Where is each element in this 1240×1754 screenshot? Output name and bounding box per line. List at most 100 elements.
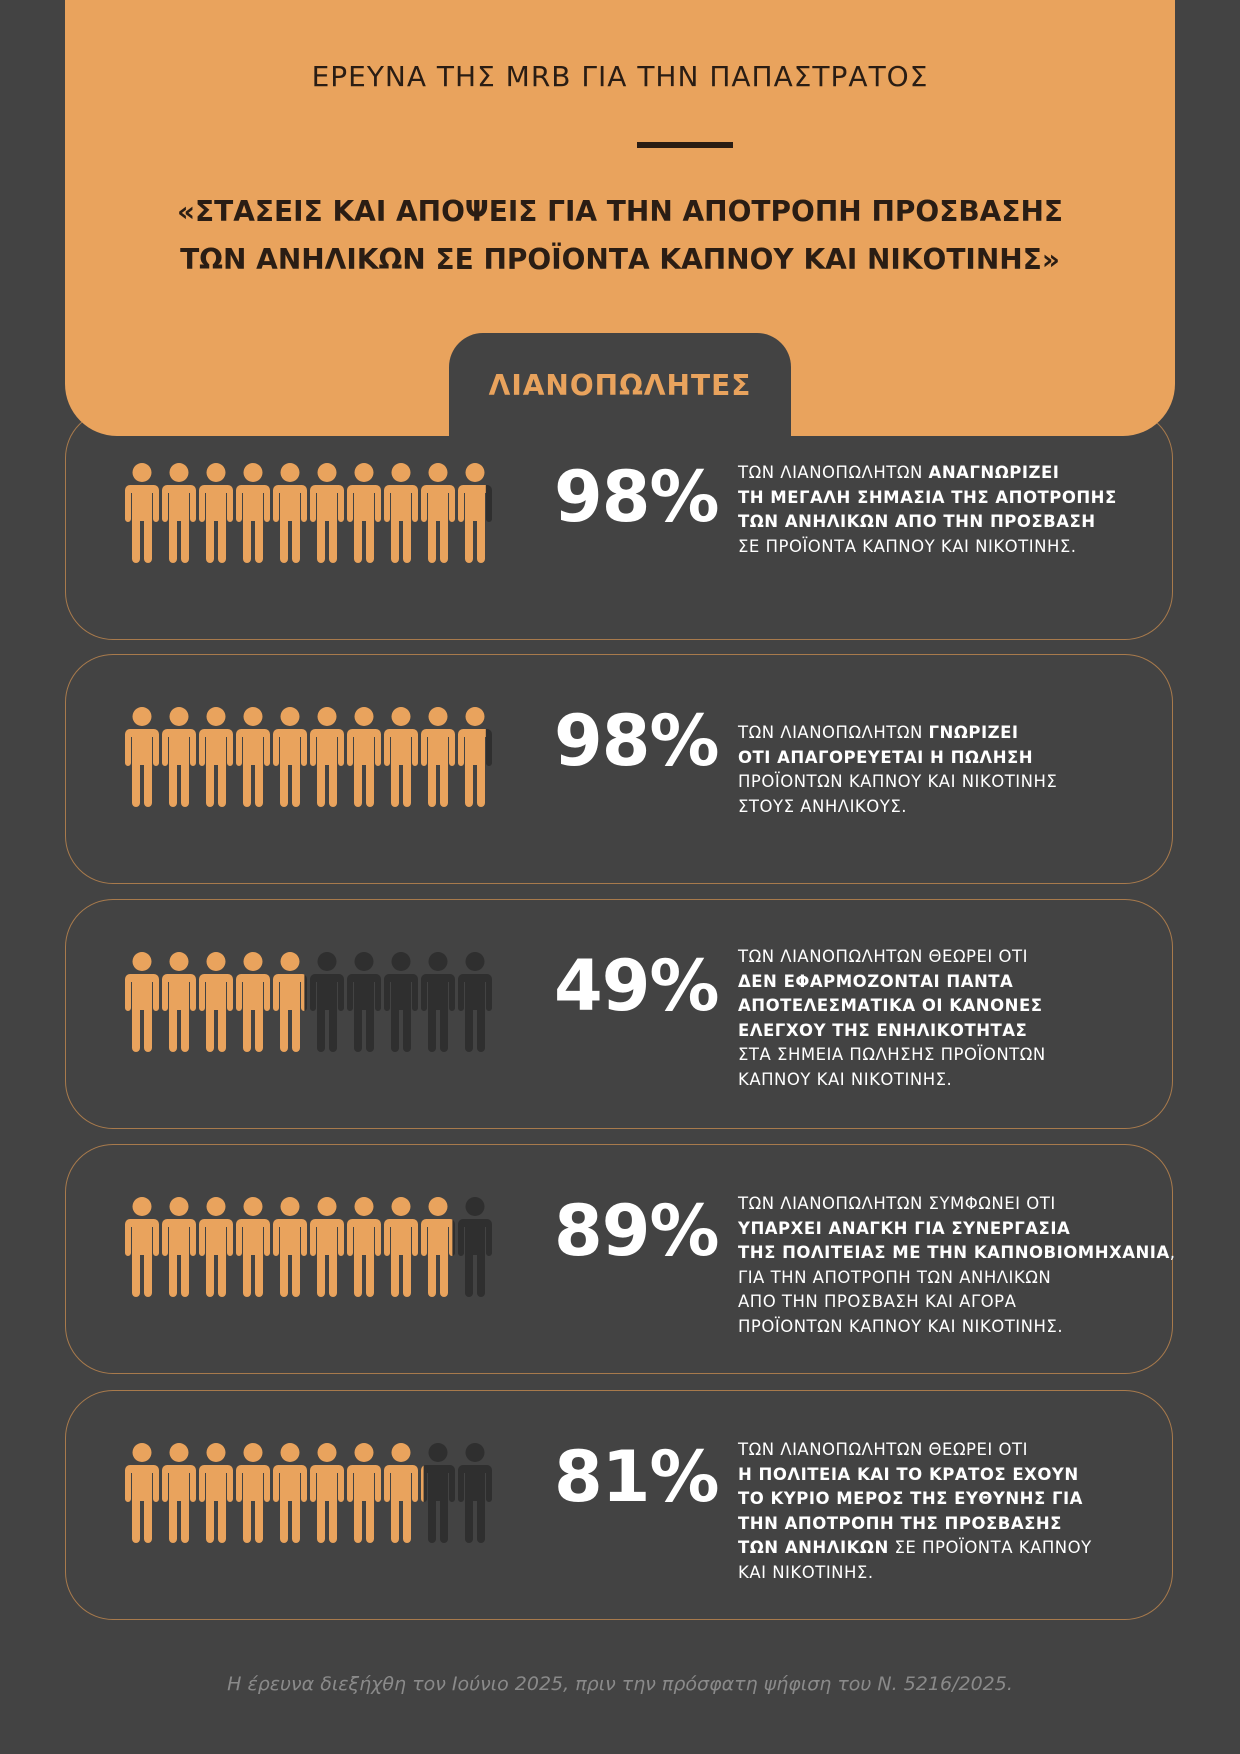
description-text: ΣΕ ΠΡΟΪΟΝΤΑ ΚΑΠΝΟΥ ΚΑΙ ΝΙΚΟΤΙΝΗΣ. — [738, 536, 1077, 556]
stat-card: 98% ΤΩΝ ΛΙΑΝΟΠΩΛΗΤΩΝ ΑΝΑΓΝΩΡΙΖΕΙ ΤΗ ΜΕΓΑΛΗ… — [65, 410, 1173, 640]
person-filled-portion — [125, 1443, 159, 1543]
person-filled-portion — [310, 1443, 344, 1543]
description-line: ΟΤΙ ΑΠΑΓΟΡΕΥΕΤΑΙ Η ΠΩΛΗΣΗ — [738, 746, 1057, 771]
person-filled-portion — [421, 463, 455, 563]
emphasized-text: ΑΝΑΓΝΩΡΙΖΕΙ — [928, 463, 1060, 482]
person-filled-portion — [199, 463, 233, 563]
person-icon — [421, 952, 455, 1052]
person-icon — [125, 463, 159, 563]
person-filled-portion — [273, 707, 307, 807]
person-icon — [199, 1443, 233, 1543]
person-filled-portion — [384, 707, 418, 807]
person-filled-portion — [125, 707, 159, 807]
section-tab: ΛΙΑΝΟΠΩΛΗΤΕΣ — [449, 333, 791, 443]
person-icon — [273, 952, 307, 1052]
person-icon — [310, 1197, 344, 1297]
person-filled-portion — [273, 463, 307, 563]
person-icon — [236, 1197, 270, 1297]
person-empty-fill — [310, 952, 344, 1052]
description-line: ΤΗΝ ΑΠΟΤΡΟΠΗ ΤΗΣ ΠΡΟΣΒΑΣΗΣ — [738, 1512, 1092, 1537]
person-filled-portion — [162, 1197, 196, 1297]
stat-description: ΤΩΝ ΛΙΑΝΟΠΩΛΗΤΩΝ ΑΝΑΓΝΩΡΙΖΕΙ ΤΗ ΜΕΓΑΛΗ ΣΗ… — [738, 461, 1117, 559]
emphasized-text: ΤΩΝ ΑΝΗΛΙΚΩΝ ΑΠΟ ΤΗΝ ΠΡΟΣΒΑΣΗ — [738, 512, 1096, 531]
description-text: ΤΩΝ ΛΙΑΝΟΠΩΛΗΤΩΝ ΘΕΩΡΕΙ ΟΤΙ — [738, 947, 1028, 966]
person-icon — [458, 463, 492, 563]
person-icon — [125, 952, 159, 1052]
person-icon — [236, 707, 270, 807]
person-icon — [162, 707, 196, 807]
person-icon — [458, 952, 492, 1052]
person-icon — [236, 952, 270, 1052]
description-text: ΚΑΠΝΟΥ ΚΑΙ ΝΙΚΟΤΙΝΗΣ. — [738, 1069, 953, 1089]
description-text: ΣΤΑ ΣΗΜΕΙΑ ΠΩΛΗΣΗΣ ΠΡΟΪΟΝΤΩΝ — [738, 1045, 1046, 1064]
person-icon — [347, 1197, 381, 1297]
person-filled-portion — [421, 1197, 453, 1297]
person-filled-portion — [199, 1443, 233, 1543]
stat-card: 49% ΤΩΝ ΛΙΑΝΟΠΩΛΗΤΩΝ ΘΕΩΡΕΙ ΟΤΙ ΔΕΝ ΕΦΑΡΜΟ… — [65, 899, 1173, 1129]
person-icon — [458, 707, 492, 807]
page-title: «ΣΤΑΣΕΙΣ ΚΑΙ ΑΠΟΨΕΙΣ ΓΙΑ ΤΗΝ ΑΠΟΤΡΟΠΗ ΠΡ… — [65, 188, 1175, 284]
person-filled-portion — [458, 463, 486, 563]
description-line: Η ΠΟΛΙΤΕΙΑ ΚΑΙ ΤΟ ΚΡΑΤΟΣ ΕΧΟΥΝ — [738, 1463, 1092, 1488]
percentage-value: 49% — [554, 945, 720, 1027]
person-icon — [347, 1443, 381, 1543]
person-icon — [384, 707, 418, 807]
pictogram — [124, 1197, 493, 1297]
emphasized-text: ΑΠΟΤΕΛΕΣΜΑΤΙΚΑ ΟΙ ΚΑΝΟΝΕΣ — [738, 996, 1043, 1015]
description-line: ΤΩΝ ΛΙΑΝΟΠΩΛΗΤΩΝ ΑΝΑΓΝΩΡΙΖΕΙ — [738, 461, 1117, 486]
description-text: ΤΩΝ ΛΙΑΝΟΠΩΛΗΤΩΝ — [738, 723, 929, 742]
person-filled-portion — [199, 1197, 233, 1297]
pictogram — [124, 952, 493, 1052]
pictogram — [124, 707, 493, 807]
person-filled-portion — [236, 952, 270, 1052]
person-icon — [199, 952, 233, 1052]
person-icon — [347, 952, 381, 1052]
person-filled-portion — [310, 463, 344, 563]
person-icon — [162, 1197, 196, 1297]
stat-card: 98% ΤΩΝ ΛΙΑΝΟΠΩΛΗΤΩΝ ΓΝΩΡΙΖΕΙ ΟΤΙ ΑΠΑΓΟΡΕΥ… — [65, 654, 1173, 884]
person-filled-portion — [347, 1197, 381, 1297]
description-line: ΔΕΝ ΕΦΑΡΜΟΖΟΝΤΑΙ ΠΑΝΤΑ — [738, 970, 1046, 995]
person-filled-portion — [236, 707, 270, 807]
person-icon — [125, 707, 159, 807]
percentage-value: 81% — [554, 1436, 720, 1518]
person-filled-portion — [421, 1465, 424, 1502]
person-filled-portion — [273, 952, 305, 1052]
person-icon — [384, 952, 418, 1052]
description-line: ΤΗΣ ΠΟΛΙΤΕΙΑΣ ΜΕ ΤΗΝ ΚΑΠΝΟΒΙΟΜΗΧΑΝΙΑ, — [738, 1241, 1175, 1266]
person-filled-portion — [384, 463, 418, 563]
person-filled-portion — [125, 952, 159, 1052]
person-icon — [421, 1443, 455, 1543]
person-icon — [162, 1443, 196, 1543]
person-icon — [421, 707, 455, 807]
emphasized-text: ΔΕΝ ΕΦΑΡΜΟΖΟΝΤΑΙ ΠΑΝΤΑ — [738, 971, 1014, 991]
description-line: ΠΡΟΪΟΝΤΩΝ ΚΑΠΝΟΥ ΚΑΙ ΝΙΚΟΤΙΝΗΣ — [738, 770, 1057, 795]
person-icon — [273, 463, 307, 563]
stat-description: ΤΩΝ ΛΙΑΝΟΠΩΛΗΤΩΝ ΓΝΩΡΙΖΕΙ ΟΤΙ ΑΠΑΓΟΡΕΥΕΤΑ… — [738, 721, 1057, 819]
description-line: ΑΠΟΤΕΛΕΣΜΑΤΙΚΑ ΟΙ ΚΑΝΟΝΕΣ — [738, 994, 1046, 1019]
description-text: ΤΩΝ ΛΙΑΝΟΠΩΛΗΤΩΝ ΘΕΩΡΕΙ ΟΤΙ — [738, 1440, 1028, 1459]
person-filled-portion — [347, 707, 381, 807]
description-line: ΣΤΑ ΣΗΜΕΙΑ ΠΩΛΗΣΗΣ ΠΡΟΪΟΝΤΩΝ — [738, 1043, 1046, 1068]
description-text: , — [1169, 1243, 1176, 1262]
survey-label: ΕΡΕΥΝΑ ΤΗΣ MRB ΓΙΑ ΤΗΝ ΠΑΠΑΣΤΡΑΤΟΣ — [311, 60, 929, 93]
emphasized-text: ΤΗΣ ΠΟΛΙΤΕΙΑΣ ΜΕ ΤΗΝ ΚΑΠΝΟΒΙΟΜΗΧΑΝΙΑ — [738, 1243, 1170, 1262]
person-filled-portion — [162, 952, 196, 1052]
person-filled-portion — [384, 1443, 418, 1543]
person-icon — [125, 1443, 159, 1543]
person-icon — [458, 1197, 492, 1297]
footer-note: Η έρευνα διεξήχθη τον Ιούνιο 2025, πριν … — [227, 1673, 1013, 1695]
emphasized-text: ΤΗΝ ΑΠΟΤΡΟΠΗ ΤΗΣ ΠΡΟΣΒΑΣΗΣ — [738, 1513, 1062, 1533]
person-icon — [310, 707, 344, 807]
person-icon — [199, 707, 233, 807]
description-text: ΑΠΟ ΤΗΝ ΠΡΟΣΒΑΣΗ ΚΑΙ ΑΓΟΡΑ — [738, 1292, 1017, 1311]
emphasized-text: ΤΟ ΚΥΡΙΟ ΜΕΡΟΣ ΤΗΣ ΕΥΘΥΝΗΣ ΓΙΑ — [738, 1489, 1083, 1508]
person-filled-portion — [162, 1443, 196, 1543]
person-icon — [384, 1443, 418, 1543]
person-icon — [458, 1443, 492, 1543]
emphasized-text: ΤΩΝ ΑΝΗΛΙΚΩΝ — [738, 1538, 889, 1557]
person-filled-portion — [310, 707, 344, 807]
person-filled-portion — [199, 952, 233, 1052]
person-icon — [347, 463, 381, 563]
description-text: ΓΙΑ ΤΗΝ ΑΠΟΤΡΟΠΗ ΤΩΝ ΑΝΗΛΙΚΩΝ — [738, 1267, 1052, 1287]
